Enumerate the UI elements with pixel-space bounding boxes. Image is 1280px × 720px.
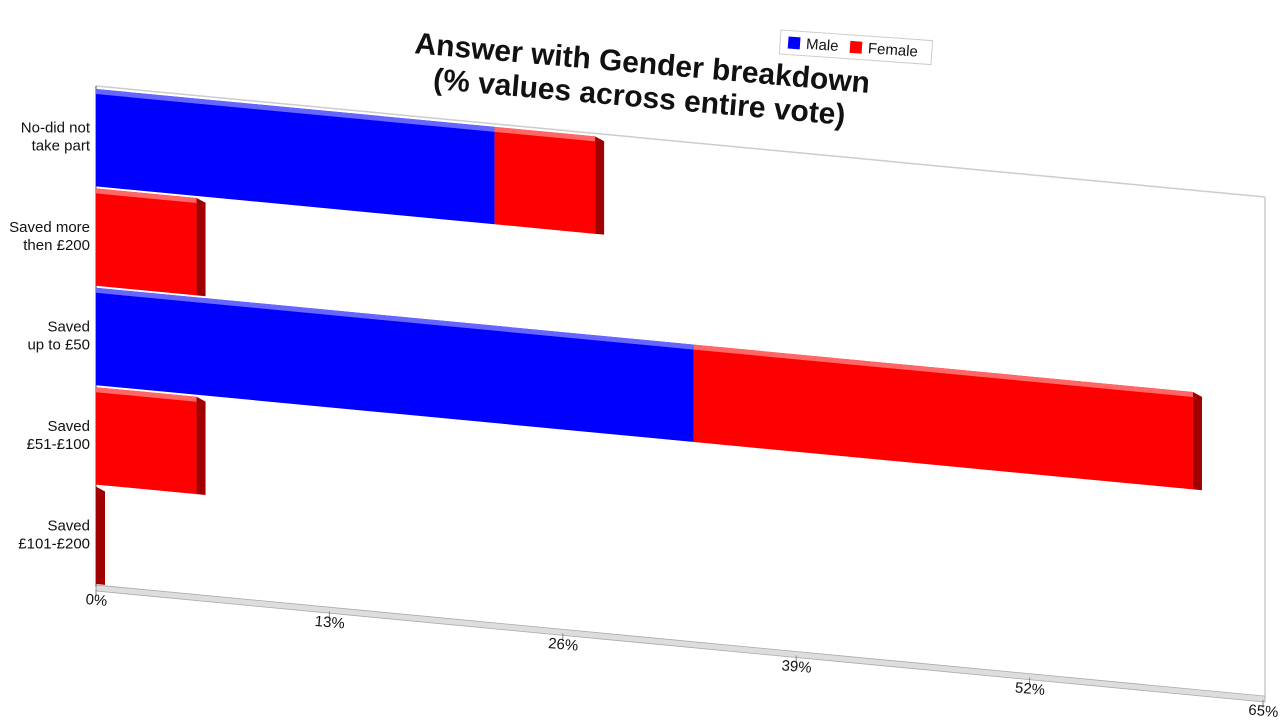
x-tick-label: 0% xyxy=(85,591,108,610)
bar-highlight xyxy=(96,188,197,203)
x-tick-label: 26% xyxy=(547,635,578,655)
bar-highlight xyxy=(693,344,1193,398)
x-tick-label: 39% xyxy=(781,657,812,677)
bar-segment xyxy=(693,344,1193,490)
x-tick-label: 52% xyxy=(1014,679,1045,699)
legend: Male Female xyxy=(778,29,934,66)
legend-swatch xyxy=(849,40,863,54)
bar-side xyxy=(595,136,605,235)
bar-segment xyxy=(96,387,197,495)
bar-highlight xyxy=(494,126,596,142)
labels: 0% 13% 26% 39% 52% 65% No-did not take part Save… xyxy=(9,120,1279,720)
bar-highlight xyxy=(96,387,197,402)
bar-segment xyxy=(494,126,596,234)
bar-highlight xyxy=(96,89,495,132)
bar-side xyxy=(96,486,105,585)
legend-swatch xyxy=(787,36,801,50)
bar-side xyxy=(1192,392,1202,491)
bar-segment xyxy=(96,188,197,296)
bar-segment xyxy=(96,89,495,225)
bar-segment xyxy=(96,287,694,442)
x-tick-label: 13% xyxy=(314,613,345,633)
bar-side xyxy=(196,197,206,297)
y-tick-label: Saved £51-£100 xyxy=(27,418,90,453)
y-tick-label: No-did not take part xyxy=(21,120,91,155)
x-tick-label: 65% xyxy=(1248,702,1279,720)
y-tick-label: Saved more then £200 xyxy=(9,219,90,254)
x-axis-floor xyxy=(95,584,1266,703)
y-tick-label: Saved £101-£200 xyxy=(18,517,90,552)
plot-frame xyxy=(96,85,1265,198)
legend-label: Female xyxy=(867,40,918,60)
legend-label: Male xyxy=(805,36,839,55)
bar-highlight xyxy=(96,287,694,350)
y-tick-label: Saved up to £50 xyxy=(27,318,90,353)
plot-area xyxy=(95,85,1266,708)
bar-side xyxy=(196,396,206,496)
